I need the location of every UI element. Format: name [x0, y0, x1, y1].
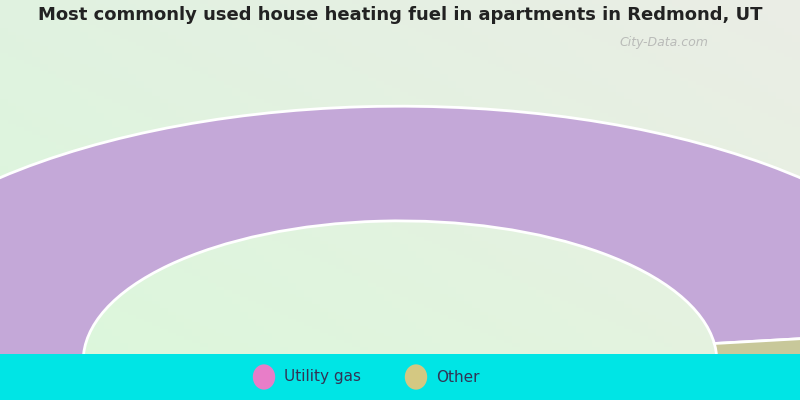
Wedge shape: [0, 106, 800, 361]
Text: Other: Other: [436, 370, 479, 384]
Text: Utility gas: Utility gas: [284, 370, 361, 384]
Text: Most commonly used house heating fuel in apartments in Redmond, UT: Most commonly used house heating fuel in…: [38, 6, 762, 24]
Text: City-Data.com: City-Data.com: [619, 36, 709, 49]
Ellipse shape: [405, 364, 427, 390]
Ellipse shape: [253, 364, 275, 390]
Wedge shape: [714, 329, 800, 361]
